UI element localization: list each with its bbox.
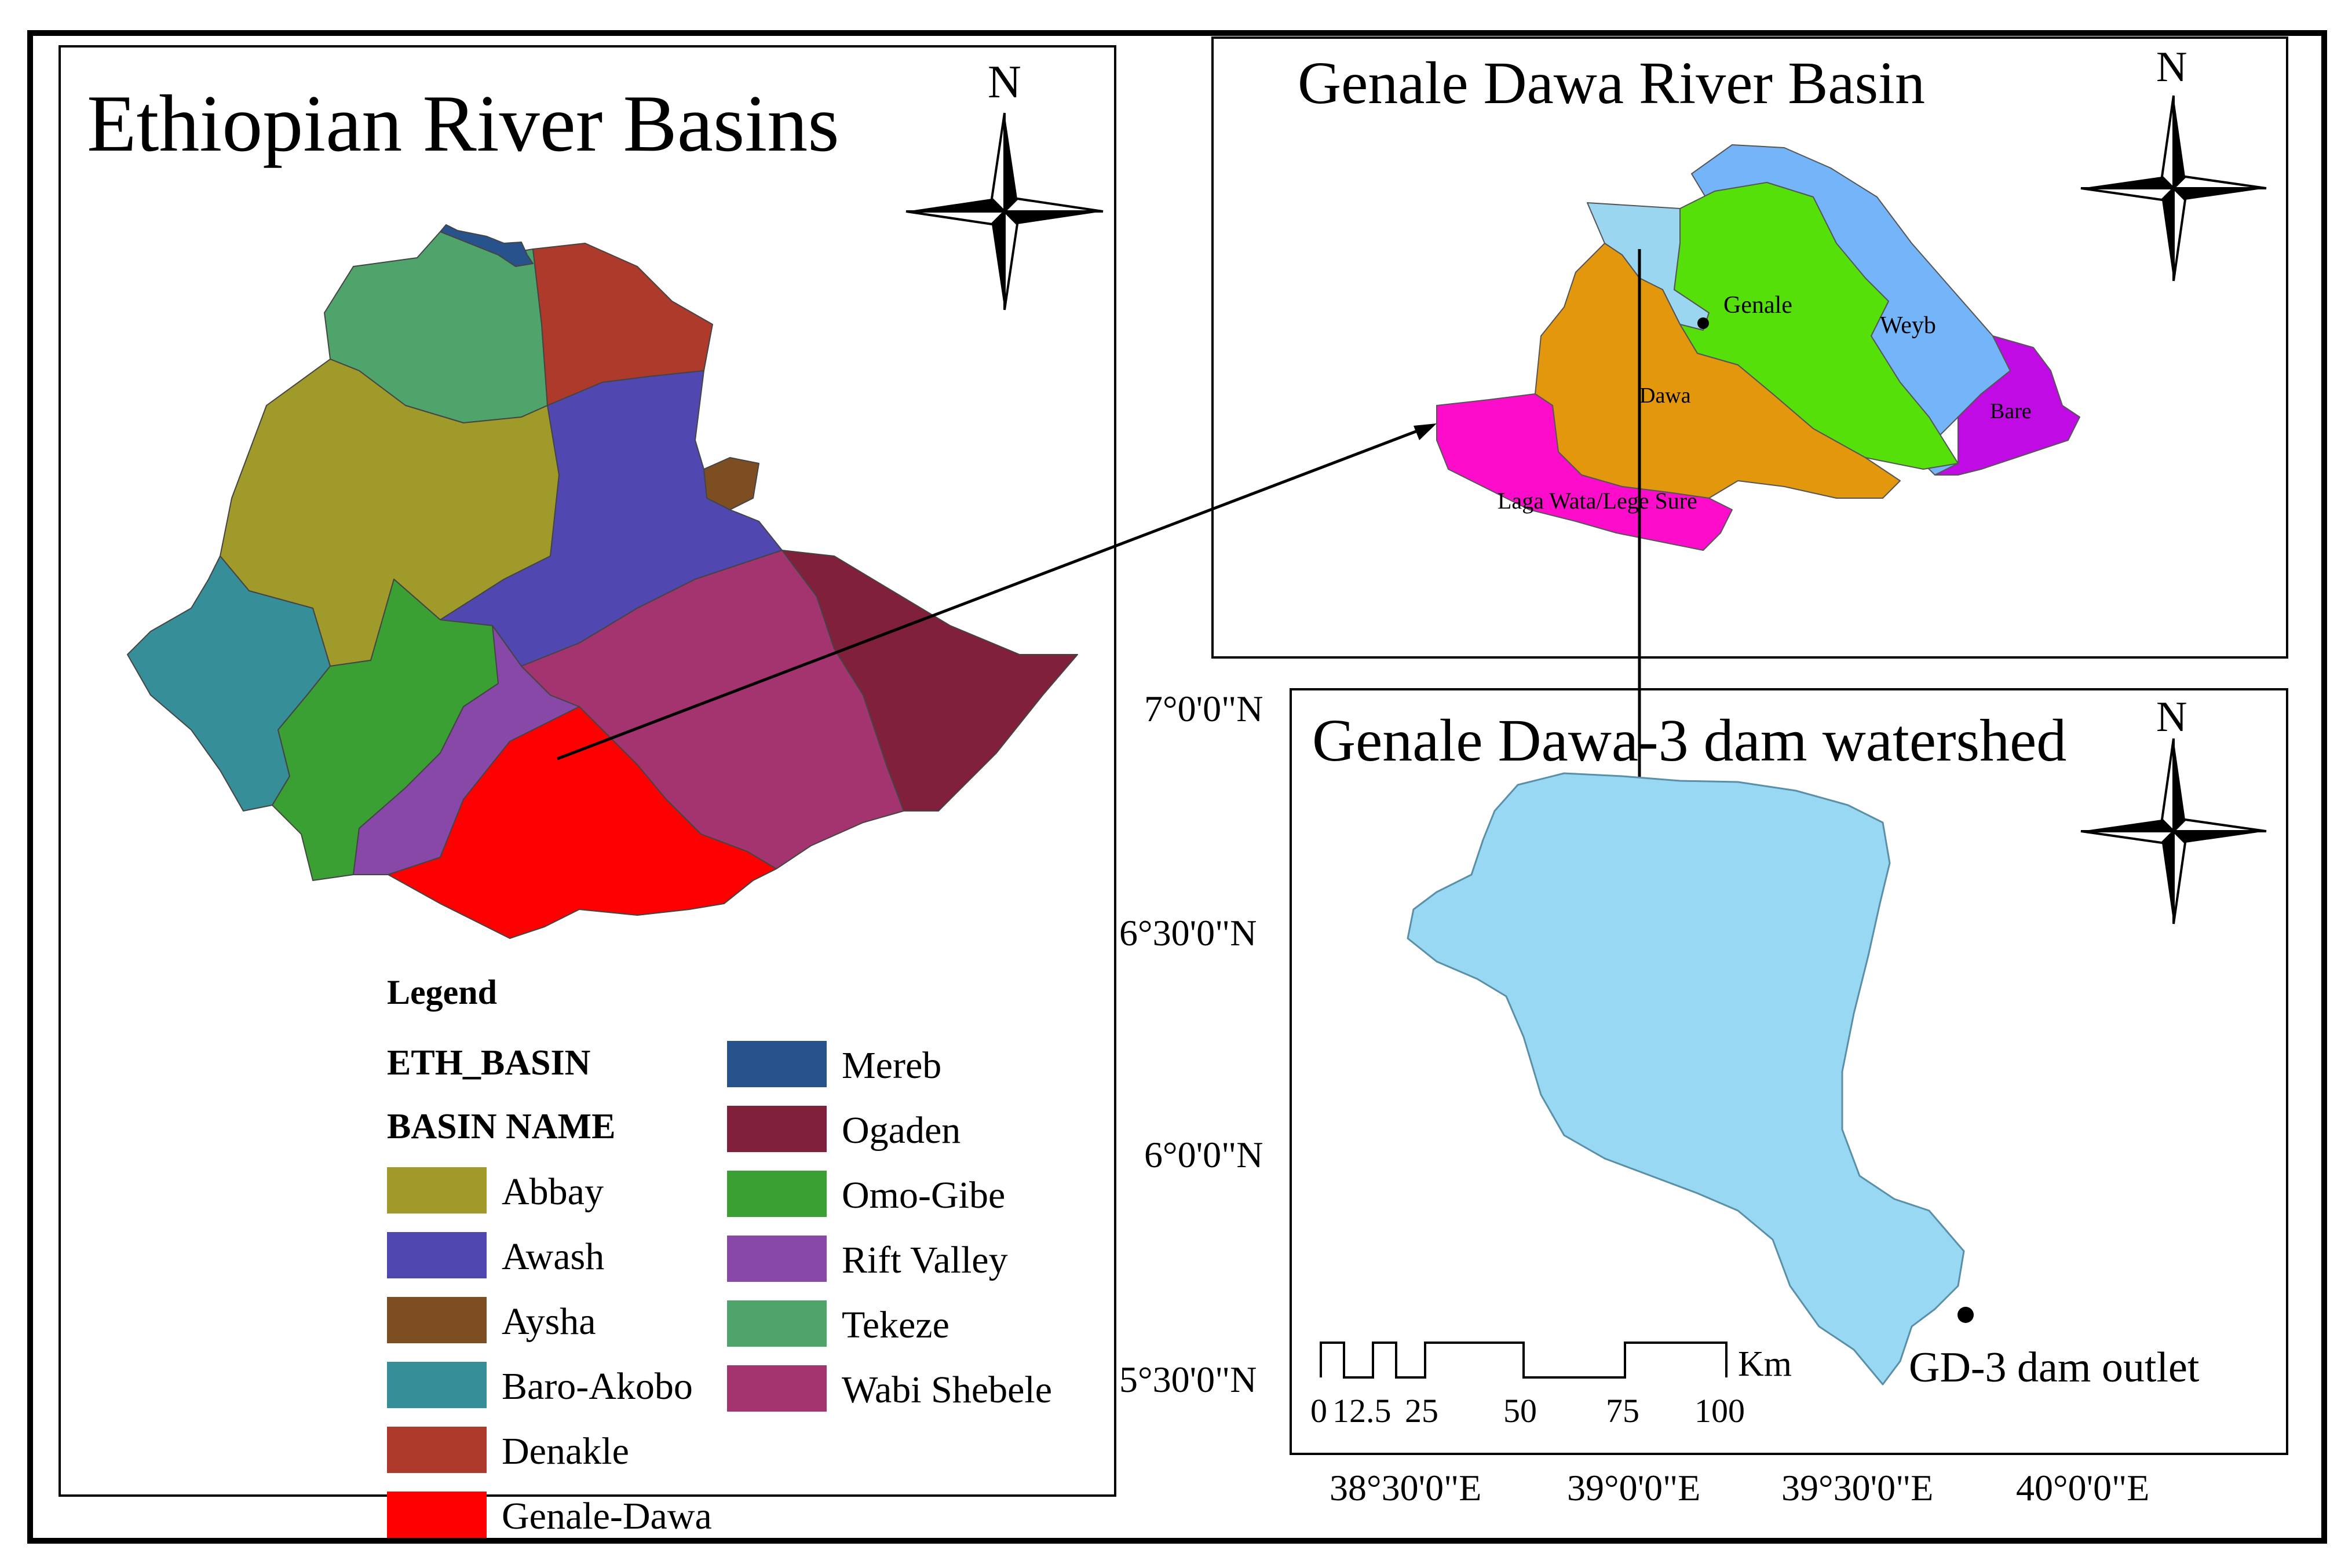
lat-label-5-30n: 5°30'0"N xyxy=(1119,1359,1257,1400)
sub-basin-bare xyxy=(1934,335,2080,476)
scale-tick-100: 100 xyxy=(1694,1392,1745,1430)
legend-swatch-tekeze xyxy=(727,1300,827,1347)
legend-field: BASIN NAME xyxy=(387,1107,615,1146)
legend-label-abbay: Abbay xyxy=(502,1171,604,1213)
basin-mereb xyxy=(440,224,534,267)
scale-tick-75: 75 xyxy=(1606,1392,1639,1430)
scale-tick-25: 25 xyxy=(1405,1392,1438,1430)
panel-ethiopian-basins: Ethiopian River Basins N xyxy=(59,45,1437,1538)
legend-swatch-rift-valley xyxy=(727,1236,827,1282)
legend-heading: Legend xyxy=(387,973,497,1011)
lon-label-39e: 39°0'0"E xyxy=(1567,1467,1700,1508)
label-weyb: Weyb xyxy=(1880,312,1936,339)
legend-label-mereb: Mereb xyxy=(842,1044,941,1087)
legend-label-aysha: Aysha xyxy=(502,1300,596,1343)
scale-tick-0: 0 xyxy=(1310,1392,1327,1430)
basin-genale-dawa xyxy=(388,706,777,939)
legend-swatch-mereb xyxy=(727,1041,827,1087)
basin-panel-frame xyxy=(1211,36,2288,659)
basin-baro-akobo xyxy=(127,555,331,812)
legend-swatch-ogaden xyxy=(727,1106,827,1152)
arrow-to-basin xyxy=(557,424,1431,761)
watershed-north-label: N xyxy=(2156,693,2187,741)
legend-swatch-wabi-shebele xyxy=(727,1365,827,1412)
scale-tick-50: 50 xyxy=(1503,1392,1537,1430)
left-north-label: N xyxy=(988,57,1021,108)
legend-label-tekeze: Tekeze xyxy=(842,1304,949,1346)
left-panel-title: Ethiopian River Basins xyxy=(87,79,839,169)
outlet-label: GD-3 dam outlet xyxy=(1909,1344,2200,1391)
label-dawa: Dawa xyxy=(1639,383,1691,408)
panel-gd3-watershed: Genale Dawa-3 dam watershed N GD-3 dam o… xyxy=(1119,688,2288,1508)
lon-label-39-30e: 39°30'0"E xyxy=(1781,1467,1933,1508)
basin-north-label: N xyxy=(2156,43,2187,91)
gd3-outlet-point-icon xyxy=(1957,1307,1974,1323)
watershed-area xyxy=(1407,772,1965,1386)
legend-swatch-denakle xyxy=(387,1427,487,1473)
legend-swatch-baro-akobo xyxy=(387,1362,487,1408)
lat-label-6-30n: 6°30'0"N xyxy=(1119,912,1257,953)
legend-swatch-omo-gibe xyxy=(727,1171,827,1217)
north-arrow-icon xyxy=(905,112,1104,310)
scale-bar: Km 0 12.5 25 50 75 100 xyxy=(1310,1342,1792,1430)
legend-label-baro-akobo: Baro-Akobo xyxy=(502,1365,693,1408)
legend: Legend ETH_BASIN BASIN NAME Abbay Awash Ay… xyxy=(387,973,1052,1538)
scale-bar-line xyxy=(1320,1342,1728,1379)
genale-point-icon xyxy=(1697,317,1709,329)
basin-north-arrow-icon xyxy=(2080,95,2267,282)
scale-unit: Km xyxy=(1738,1344,1792,1384)
legend-label-denakle: Denakle xyxy=(502,1430,629,1472)
legend-swatch-aysha xyxy=(387,1297,487,1343)
lon-label-40e: 40°0'0"E xyxy=(2016,1467,2149,1508)
basin-ogaden xyxy=(781,550,1078,812)
scale-tick-12-5: 12.5 xyxy=(1332,1392,1392,1430)
watershed-panel-title: Genale Dawa-3 dam watershed xyxy=(1312,707,2066,774)
lat-label-7n: 7°0'0"N xyxy=(1144,688,1263,729)
legend-label-ogaden: Ogaden xyxy=(842,1109,960,1152)
sub-basin-laga xyxy=(1436,393,1733,551)
lon-label-38-30e: 38°30'0"E xyxy=(1330,1467,1481,1508)
watershed-panel-frame xyxy=(1290,688,2288,1455)
legend-swatch-genale-dawa xyxy=(387,1492,487,1538)
legend-swatch-abbay xyxy=(387,1167,487,1214)
ethiopia-basin-map xyxy=(127,224,1078,939)
legend-items: Abbay Awash Aysha Baro-Akobo Denakle Genale-D… xyxy=(387,1041,1052,1538)
outer-frame xyxy=(27,30,2327,1544)
legend-label-rift-valley: Rift Valley xyxy=(842,1239,1008,1281)
legend-layer: ETH_BASIN xyxy=(387,1043,590,1083)
sub-basin-map xyxy=(1436,144,2080,551)
label-bare: Bare xyxy=(1990,399,2032,423)
lat-label-6n: 6°0'0"N xyxy=(1144,1134,1263,1175)
panel-genale-dawa-basin: Genale Dawa River Basin N Genale Weyb Da… xyxy=(1211,36,2288,1067)
legend-swatch-awash xyxy=(387,1232,487,1278)
label-genale: Genale xyxy=(1723,292,1792,319)
basin-panel-title: Genale Dawa River Basin xyxy=(1298,50,1925,116)
legend-label-awash: Awash xyxy=(502,1236,604,1278)
label-laga: Laga Wata/Lege Sure xyxy=(1498,488,1697,514)
arrow-head-basin xyxy=(1414,423,1437,440)
left-panel-frame xyxy=(59,45,1116,1497)
watershed-north-arrow-icon xyxy=(2080,738,2267,924)
legend-label-omo-gibe: Omo-Gibe xyxy=(842,1174,1005,1216)
legend-label-wabi-shebele: Wabi Shebele xyxy=(842,1369,1052,1411)
legend-label-genale-dawa: Genale-Dawa xyxy=(502,1495,712,1537)
